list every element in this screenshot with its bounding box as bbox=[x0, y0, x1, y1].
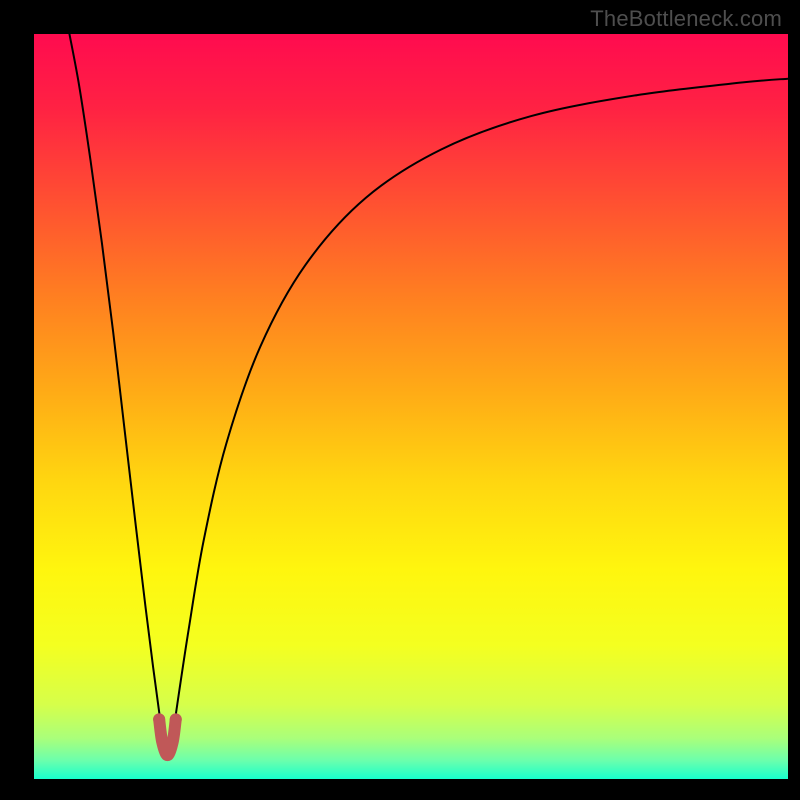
curves-layer bbox=[34, 34, 788, 779]
chart-frame: TheBottleneck.com bbox=[0, 0, 800, 800]
valley-marker-end-right bbox=[170, 713, 182, 725]
right-curve bbox=[172, 79, 788, 742]
watermark-text: TheBottleneck.com bbox=[590, 6, 782, 32]
left-curve bbox=[69, 34, 163, 742]
valley-marker-end-left bbox=[153, 713, 165, 725]
plot-area bbox=[34, 34, 788, 779]
